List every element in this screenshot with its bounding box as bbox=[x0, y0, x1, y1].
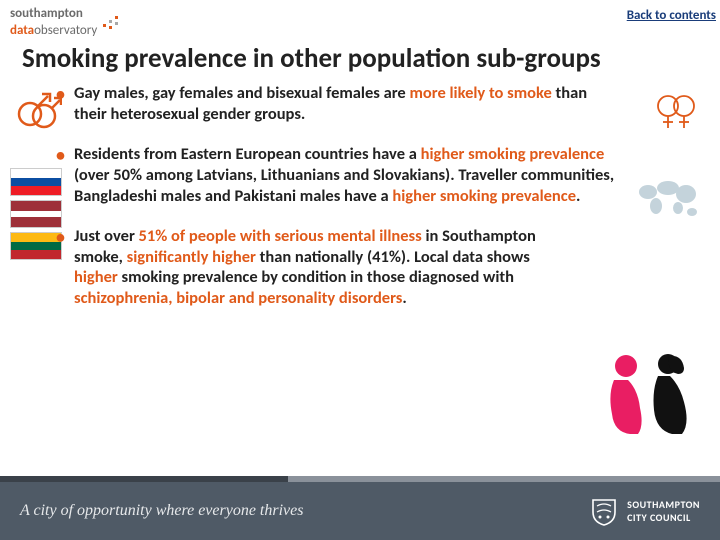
b3-highlight-3: higher bbox=[74, 267, 118, 287]
b3-pre: Just over bbox=[74, 226, 139, 246]
b2-highlight-2: higher smoking prevalence bbox=[392, 186, 576, 206]
footer-org-line1: SOUTHAMPTON bbox=[627, 498, 700, 511]
page-title: Smoking prevalence in other population s… bbox=[0, 38, 720, 83]
b2-pre: Residents from Eastern European countrie… bbox=[74, 144, 421, 164]
two-seated-people-icon bbox=[598, 344, 698, 444]
footer-logo: SOUTHAMPTON CITY COUNCIL bbox=[589, 496, 700, 526]
footer-tagline: A city of opportunity where everyone thr… bbox=[20, 502, 303, 520]
b2-end: . bbox=[576, 186, 580, 206]
b3-highlight-1: 51% of people with serious mental illnes… bbox=[139, 226, 422, 246]
logo: southampton dataobservatory bbox=[10, 8, 127, 39]
logo-dots-icon bbox=[103, 12, 127, 36]
b3-mid3: smoking prevalence by condition in those… bbox=[118, 267, 514, 287]
b3-end: . bbox=[402, 288, 406, 308]
logo-line2a: data bbox=[10, 23, 34, 38]
content: Gay males, gay females and bisexual fema… bbox=[0, 83, 720, 309]
footer: A city of opportunity where everyone thr… bbox=[0, 482, 720, 540]
footer-org-line2: CITY COUNCIL bbox=[627, 511, 700, 524]
back-to-contents-link[interactable]: Back to contents bbox=[627, 8, 716, 23]
southampton-crest-icon bbox=[589, 496, 619, 526]
logo-line2b: observatory bbox=[34, 23, 97, 38]
bullet-3: Just over 51% of people with serious men… bbox=[36, 226, 684, 309]
b3-mid2: than nationally (41%). Local data shows bbox=[256, 247, 530, 267]
b2-highlight-1: higher smoking prevalence bbox=[421, 144, 605, 164]
b1-highlight-1: more likely to smoke bbox=[409, 83, 551, 103]
b3-highlight-4: schizophrenia, bipolar and personality d… bbox=[74, 288, 402, 308]
logo-line1: southampton bbox=[10, 8, 97, 20]
b3-highlight-2: significantly higher bbox=[127, 247, 256, 267]
b1-pre: Gay males, gay females and bisexual fema… bbox=[74, 83, 409, 103]
header: southampton dataobservatory Back to cont… bbox=[0, 0, 720, 38]
bullet-1: Gay males, gay females and bisexual fema… bbox=[36, 83, 684, 124]
bullet-2: Residents from Eastern European countrie… bbox=[36, 144, 684, 206]
